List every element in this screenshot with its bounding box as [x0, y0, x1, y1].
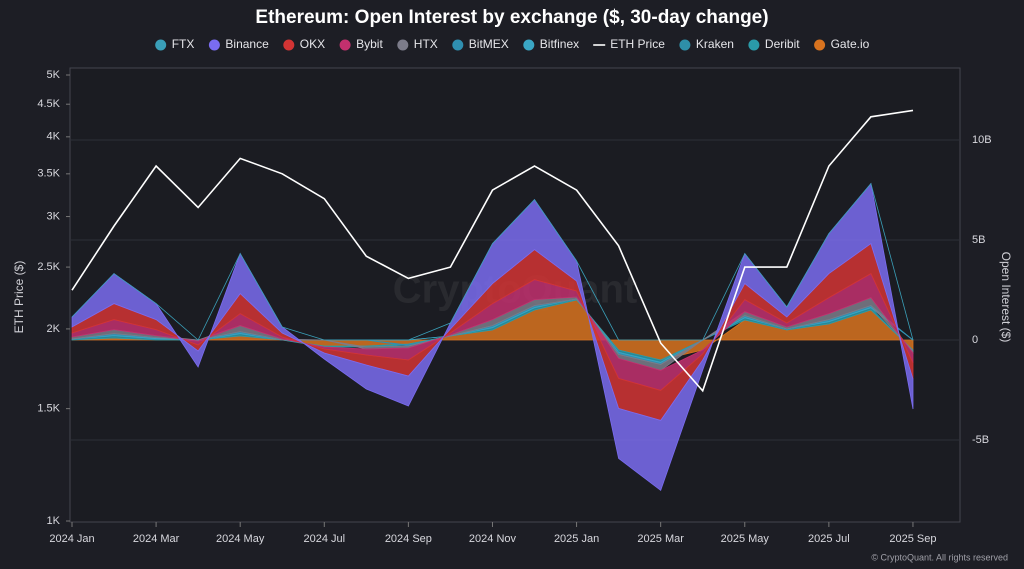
- x-tick-label: 2025 Jul: [808, 533, 850, 545]
- legend-swatch: [679, 39, 691, 51]
- x-tick-label: 2025 May: [721, 533, 770, 545]
- legend-swatch: [397, 39, 409, 51]
- x-tick-label: 2024 May: [216, 533, 265, 545]
- legend-swatch: [814, 39, 826, 51]
- legend-label: ETH Price: [610, 37, 665, 51]
- legend: FTX Binance OKX Bybit HTX BitMEX Bitfinex ETH P…: [155, 37, 870, 51]
- legend-swatch: [283, 39, 295, 51]
- legend-item: Gate.io: [814, 37, 870, 51]
- y-tick-label: 2K: [47, 323, 61, 335]
- legend-swatch: [452, 39, 464, 51]
- y-tick-label: 3K: [47, 210, 61, 222]
- y2-tick-label: -5B: [972, 434, 989, 446]
- legend-item: Bitfinex: [523, 37, 579, 51]
- legend-label: Binance: [225, 37, 269, 51]
- area: [71, 182, 914, 492]
- y2-tick-label: 5B: [972, 234, 985, 246]
- axes: 1K 1.5K 2K 2.5K 3K 3.5K 4K 4.5K 5K -5B 0 5B 10B 2024 …: [37, 69, 991, 545]
- legend-label: Deribit: [765, 37, 800, 51]
- area: [71, 182, 914, 341]
- y2-tick-label: 10B: [972, 134, 992, 146]
- legend-label: Bitfinex: [540, 37, 579, 51]
- legend-item: OKX: [283, 37, 325, 51]
- x-tick-label: 2025 Sep: [889, 533, 936, 545]
- y-tick-label: 4K: [47, 131, 61, 143]
- legend-item: HTX: [397, 37, 438, 51]
- x-tick-label: 2024 Mar: [133, 533, 180, 545]
- legend-swatch: [523, 39, 535, 51]
- legend-label: Bybit: [356, 37, 383, 51]
- legend-item: Binance: [208, 37, 269, 51]
- legend-swatch: [155, 39, 167, 51]
- legend-label: Gate.io: [831, 37, 870, 51]
- y-tick-label: 5K: [47, 69, 61, 81]
- legend-label: Kraken: [696, 37, 734, 51]
- y-tick-label: 1K: [47, 515, 61, 527]
- x-tick-label: 2024 Sep: [385, 533, 432, 545]
- legend-item: BitMEX: [452, 37, 509, 51]
- y-tick-label: 1.5K: [37, 403, 60, 415]
- y-tick-label: 3.5K: [37, 168, 60, 180]
- legend-label: BitMEX: [469, 37, 509, 51]
- legend-item: ETH Price: [593, 37, 665, 51]
- legend-item: Kraken: [679, 37, 734, 51]
- footer: © CryptoQuant. All rights reserved: [871, 552, 1008, 562]
- legend-swatch: [339, 39, 351, 51]
- x-tick-label: 2025 Mar: [637, 533, 684, 545]
- y-axis-title: ETH Price ($): [12, 261, 26, 334]
- chart-title: Ethereum: Open Interest by exchange ($, …: [255, 7, 768, 28]
- legend-swatch: [748, 39, 760, 51]
- price-line: [71, 109, 914, 393]
- legend-item: Deribit: [748, 37, 800, 51]
- y-tick-label: 4.5K: [37, 98, 60, 110]
- legend-label: FTX: [172, 37, 195, 51]
- y2-tick-label: 0: [972, 334, 978, 346]
- legend-label: OKX: [300, 37, 325, 51]
- areas: [71, 182, 914, 492]
- x-tick-label: 2024 Nov: [469, 533, 517, 545]
- x-tick-label: 2025 Jan: [554, 533, 599, 545]
- legend-item: Bybit: [339, 37, 383, 51]
- legend-item: FTX: [155, 37, 194, 51]
- legend-label: HTX: [414, 37, 438, 51]
- y-tick-label: 2.5K: [37, 261, 60, 273]
- x-tick-label: 2024 Jul: [303, 533, 345, 545]
- lines: [71, 109, 914, 393]
- legend-swatch: [208, 39, 220, 51]
- y2-axis-title: Open Interest ($): [999, 252, 1013, 343]
- x-tick-label: 2024 Jan: [49, 533, 94, 545]
